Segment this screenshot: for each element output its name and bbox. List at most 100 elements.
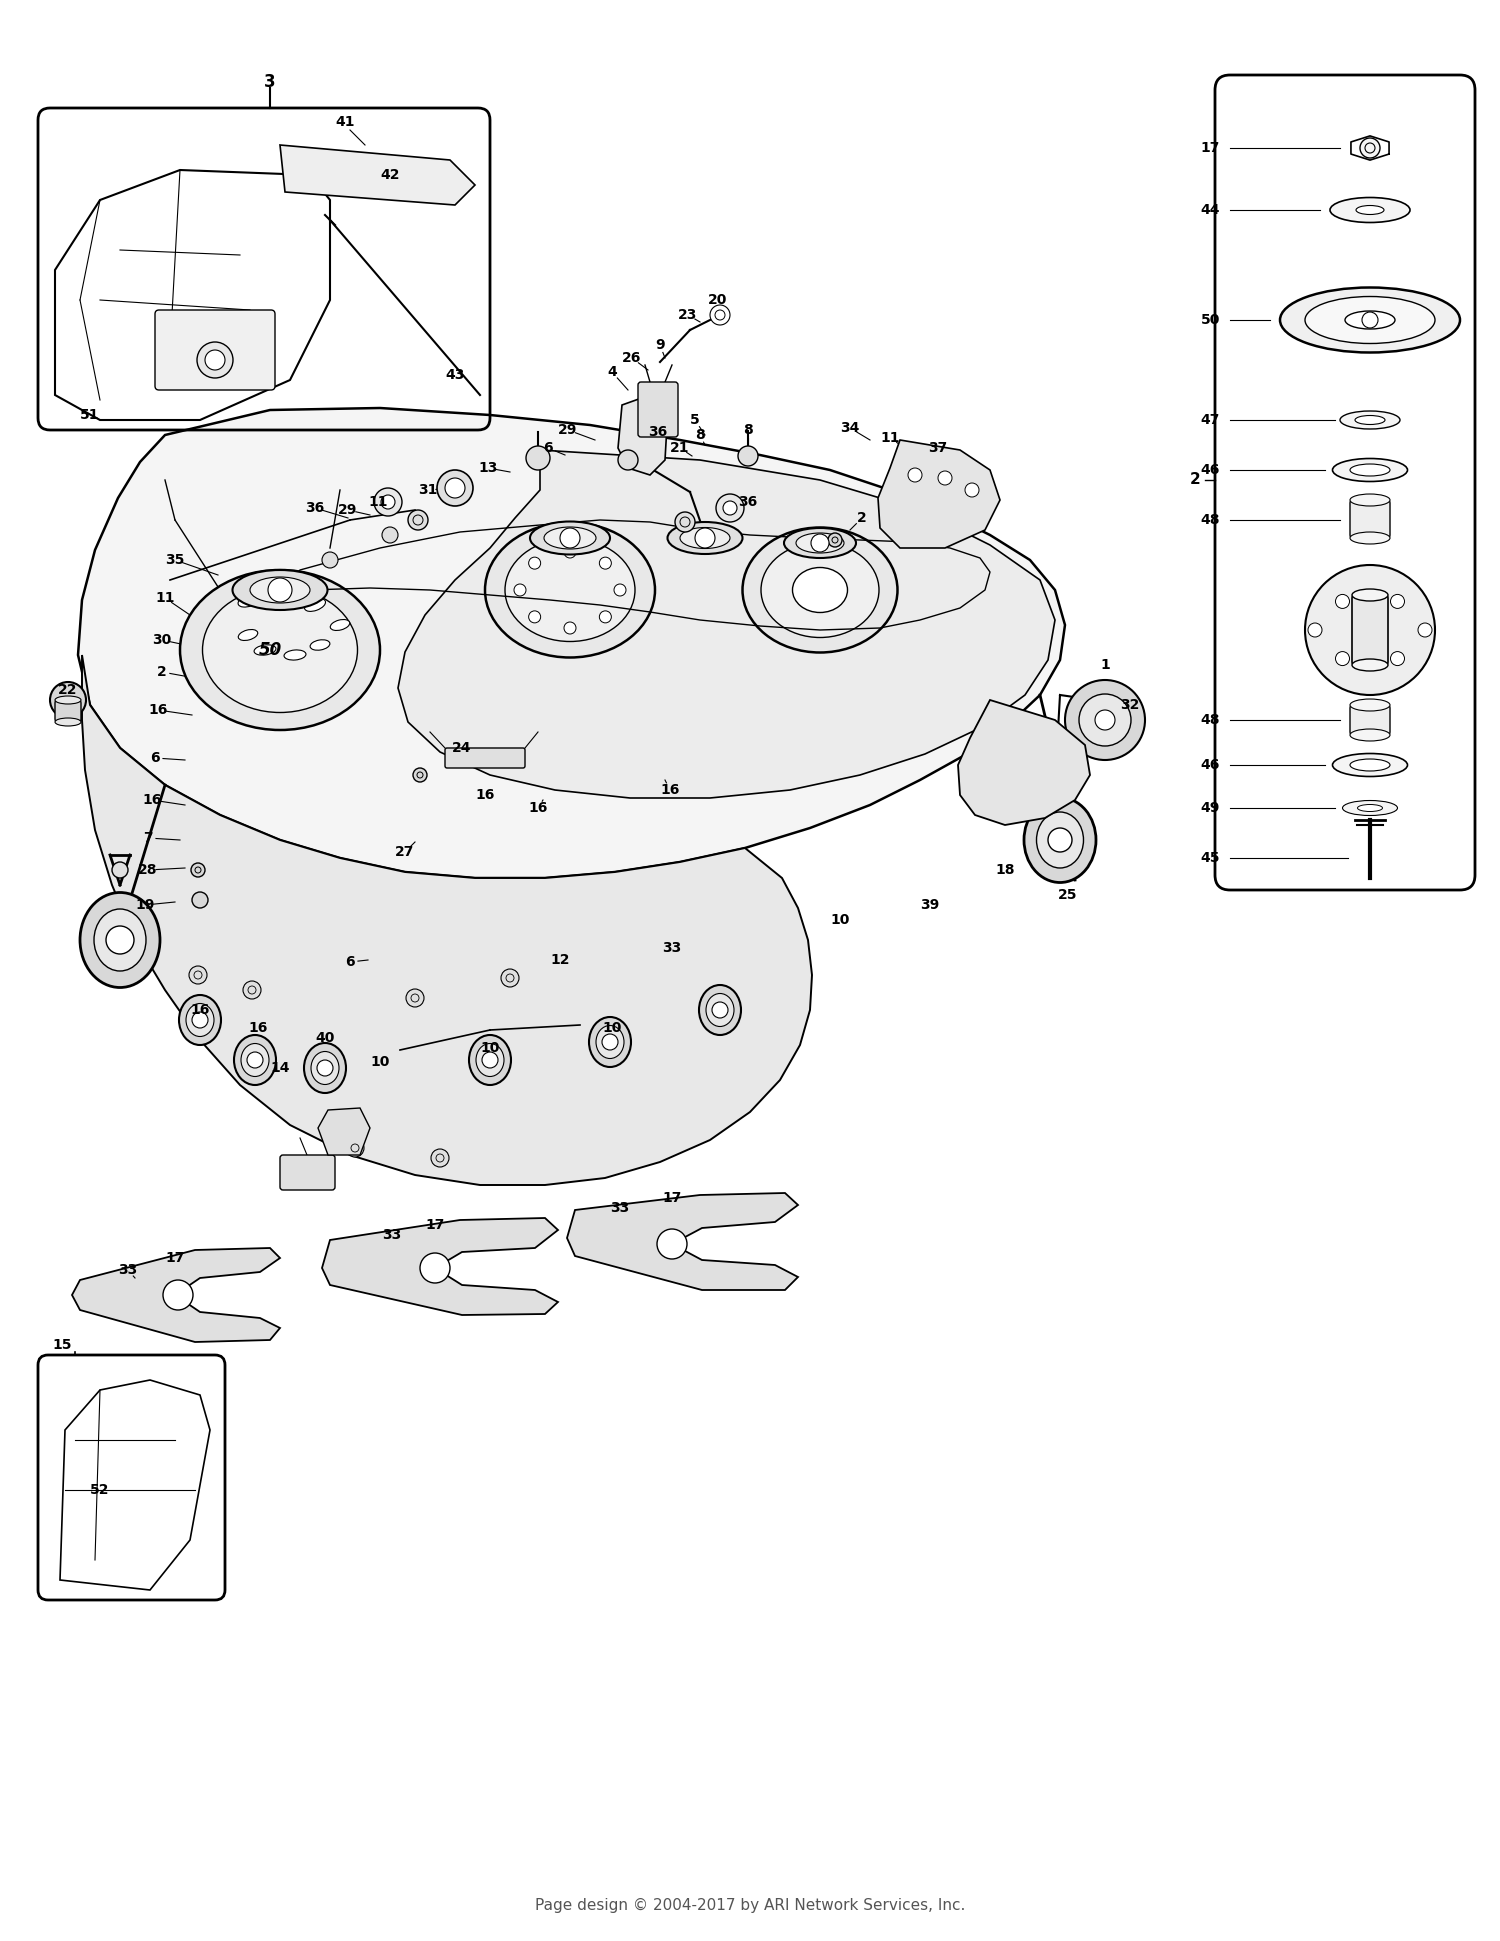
- Text: 14: 14: [270, 1062, 290, 1075]
- Text: 16: 16: [249, 1021, 267, 1035]
- Circle shape: [482, 1052, 498, 1068]
- Circle shape: [675, 512, 694, 532]
- Ellipse shape: [202, 588, 357, 712]
- Circle shape: [1065, 679, 1144, 761]
- Text: 36: 36: [306, 501, 324, 514]
- Circle shape: [501, 969, 519, 988]
- Text: 16: 16: [528, 802, 548, 815]
- Circle shape: [1335, 594, 1350, 608]
- Circle shape: [430, 1149, 448, 1167]
- Text: 49: 49: [1200, 802, 1219, 815]
- Circle shape: [406, 990, 424, 1007]
- Circle shape: [248, 1052, 262, 1068]
- Circle shape: [1335, 652, 1350, 666]
- Circle shape: [723, 501, 736, 514]
- Circle shape: [564, 621, 576, 635]
- Text: 16: 16: [476, 788, 495, 802]
- Ellipse shape: [706, 994, 734, 1027]
- Circle shape: [614, 584, 626, 596]
- Text: 52: 52: [90, 1483, 110, 1497]
- Circle shape: [1095, 710, 1114, 730]
- Text: 17: 17: [165, 1252, 184, 1266]
- Text: 10: 10: [831, 912, 849, 928]
- Circle shape: [694, 528, 715, 547]
- Polygon shape: [398, 450, 1054, 798]
- Circle shape: [1360, 138, 1380, 157]
- Circle shape: [528, 611, 540, 623]
- Circle shape: [189, 967, 207, 984]
- Ellipse shape: [234, 1035, 276, 1085]
- Circle shape: [1048, 829, 1072, 852]
- Text: 29: 29: [558, 423, 578, 437]
- Circle shape: [908, 468, 922, 481]
- Ellipse shape: [284, 650, 306, 660]
- Text: 50: 50: [258, 641, 282, 660]
- FancyBboxPatch shape: [56, 701, 81, 722]
- Ellipse shape: [94, 908, 146, 970]
- Circle shape: [1390, 652, 1404, 666]
- Text: 33: 33: [610, 1201, 630, 1215]
- Circle shape: [420, 1254, 450, 1283]
- Ellipse shape: [680, 528, 730, 549]
- Polygon shape: [958, 701, 1090, 825]
- Ellipse shape: [56, 697, 81, 705]
- Circle shape: [382, 528, 398, 543]
- Ellipse shape: [1350, 464, 1390, 476]
- Ellipse shape: [596, 1025, 624, 1058]
- Circle shape: [1362, 313, 1378, 328]
- Ellipse shape: [251, 576, 310, 604]
- Circle shape: [560, 528, 580, 547]
- Ellipse shape: [254, 644, 276, 656]
- Ellipse shape: [304, 1042, 346, 1093]
- Ellipse shape: [186, 1003, 214, 1036]
- Circle shape: [446, 477, 465, 499]
- Text: 8: 8: [694, 429, 705, 443]
- Text: 17: 17: [1200, 142, 1219, 155]
- Text: 43: 43: [446, 369, 465, 382]
- Circle shape: [436, 470, 472, 507]
- Ellipse shape: [310, 641, 330, 650]
- Circle shape: [1390, 594, 1404, 608]
- Ellipse shape: [1350, 495, 1390, 507]
- Text: 10: 10: [603, 1021, 621, 1035]
- Text: 6: 6: [543, 441, 554, 454]
- Circle shape: [657, 1229, 687, 1260]
- Circle shape: [1418, 623, 1432, 637]
- Text: 5: 5: [690, 413, 700, 427]
- Text: 4: 4: [608, 365, 616, 378]
- FancyBboxPatch shape: [1352, 596, 1388, 666]
- Text: 26: 26: [622, 351, 642, 365]
- Text: 21: 21: [670, 441, 690, 454]
- Ellipse shape: [1342, 800, 1398, 815]
- Ellipse shape: [1354, 415, 1384, 425]
- Text: 16: 16: [148, 703, 168, 716]
- Text: 41: 41: [336, 115, 354, 128]
- Circle shape: [600, 557, 612, 569]
- Ellipse shape: [470, 1035, 512, 1085]
- Ellipse shape: [242, 1044, 268, 1077]
- Text: 46: 46: [1200, 464, 1219, 477]
- Ellipse shape: [1280, 287, 1460, 353]
- Circle shape: [938, 472, 952, 485]
- Polygon shape: [618, 396, 668, 476]
- Circle shape: [564, 545, 576, 557]
- Ellipse shape: [1332, 753, 1407, 776]
- Polygon shape: [78, 408, 1065, 877]
- Ellipse shape: [1340, 411, 1400, 429]
- Text: 33: 33: [382, 1229, 402, 1242]
- Circle shape: [192, 893, 208, 908]
- Polygon shape: [82, 654, 812, 1186]
- Ellipse shape: [484, 522, 656, 658]
- Circle shape: [738, 446, 758, 466]
- Circle shape: [602, 1035, 618, 1050]
- Circle shape: [413, 769, 428, 782]
- Text: 40: 40: [315, 1031, 334, 1044]
- Ellipse shape: [238, 592, 262, 608]
- Circle shape: [346, 1139, 364, 1157]
- Ellipse shape: [180, 571, 380, 730]
- Text: 15: 15: [53, 1337, 72, 1353]
- Ellipse shape: [742, 528, 897, 652]
- Ellipse shape: [1352, 588, 1388, 602]
- Ellipse shape: [1352, 660, 1388, 672]
- Circle shape: [381, 495, 394, 509]
